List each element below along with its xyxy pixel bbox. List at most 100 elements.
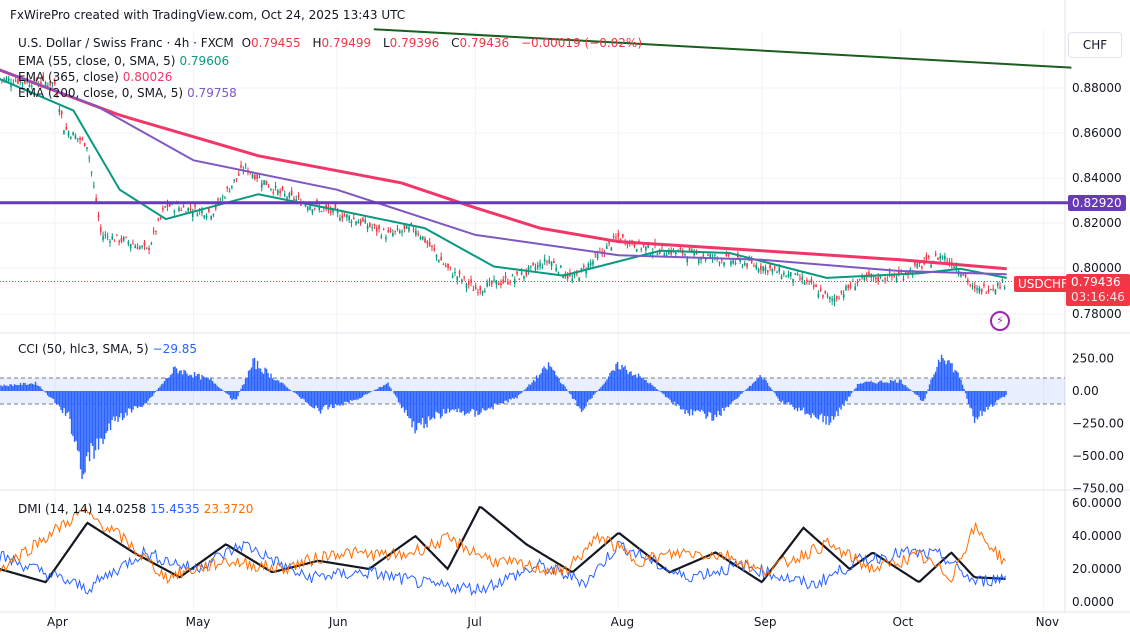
candle-body [925,255,928,259]
candle-body [612,236,615,238]
ema-365-close--line[interactable] [0,68,1007,271]
candle-body [976,288,978,290]
candle-body [532,262,534,266]
candle-body [718,261,721,264]
candle-body [927,255,930,258]
candle-body [527,267,530,271]
candle-body [856,282,859,284]
ema55-legend[interactable]: EMA (55, close, 0, SMA, 5) 0.79606 [18,54,233,68]
candle-body [231,185,233,188]
candle-body [686,257,689,263]
candle-body [456,276,459,281]
candle-body [707,254,709,256]
candle-body [766,270,769,273]
candle-body [359,220,362,225]
candle-body [504,275,507,279]
dmi-legend[interactable]: DMI (14, 14) 14.0258 15.4535 23.3720 [18,502,257,516]
last-price: 0.79436 [1071,275,1121,289]
candle-body [7,78,10,82]
candle-body [65,126,68,130]
candle-body [72,132,74,136]
candle-body [511,275,514,277]
candle-body [1001,279,1004,282]
candle-body [930,264,932,268]
ema365-legend[interactable]: EMA (365, close) 0.80026 [18,70,176,84]
candle-body [566,274,569,279]
candle-body [978,287,981,292]
candle-body [495,280,498,285]
candle-body [881,280,884,282]
candle-body [755,265,758,269]
candle-body [983,283,985,287]
candle-body [969,284,971,286]
candle-body [40,82,42,85]
candle-body [964,272,967,277]
ema-200-close-0-sma-5--line[interactable] [0,69,1007,276]
ema200-legend[interactable]: EMA (200, close, 0, SMA, 5) 0.79758 [18,86,241,100]
symbol-name[interactable]: U.S. Dollar / Swiss Franc · 4h · FXCM [18,36,234,50]
currency-button[interactable]: CHF [1068,32,1122,58]
ema-55-close-0-sma-5--line[interactable] [0,78,1007,279]
candle-body [886,280,889,282]
candle-body [640,248,643,250]
candle-body [934,253,937,256]
candle-body [723,262,725,266]
candle-body [658,251,661,254]
candle-body [794,273,797,275]
candle-body [433,248,436,251]
price-tick: 0.80000 [1072,261,1122,275]
candle-body [258,176,261,178]
bar-countdown: 03:16:46 [1071,290,1125,304]
candle-body [868,272,870,276]
candle-body [582,265,585,268]
candle-body [771,268,774,273]
dmi-tick: 60.0000 [1072,496,1122,510]
candle-body [617,233,620,238]
ema365-label: EMA (365, close) [18,70,119,84]
candle-body [143,241,146,246]
header-attribution: FxWirePro created with TradingView.com, … [10,8,406,22]
candle-body [162,207,164,210]
candle-body [585,270,587,274]
candle-body [470,279,472,283]
candle-body [477,292,479,294]
candle-body [757,268,760,273]
candle-body [28,84,31,88]
time-tick: Aug [611,615,634,629]
candle-body [472,289,475,291]
candle-body [205,215,208,218]
candle-body [748,259,751,261]
candle-body [295,199,298,201]
candle-body [803,281,806,285]
low-label: L [382,36,390,50]
candle-body [191,212,194,217]
candle-body [509,282,511,284]
candle-body [187,207,189,212]
candle-body [973,285,976,289]
ema200-value: 0.79758 [187,86,237,100]
candle-body [387,230,390,233]
candle-body [877,277,879,282]
candle-body [17,79,19,84]
cci-legend[interactable]: CCI (50, hlc3, SMA, 5) −29.85 [18,342,201,356]
candle-body [419,236,422,240]
candle-body [730,261,732,265]
lightning-icon[interactable]: ⚡ [990,311,1010,331]
candle-body [79,137,81,140]
trendline-line[interactable] [373,28,1072,69]
candle-body [325,204,327,209]
candle-body [99,227,102,232]
candle-body [346,214,348,218]
candle-body [697,259,700,264]
candle-body [97,215,100,218]
candle-body [884,278,886,280]
candle-body [702,254,705,257]
time-tick: Jun [328,615,348,629]
candle-body [233,179,235,182]
high-label: H [312,36,322,50]
change-value: −0.00019 (−0.02%) [520,36,642,50]
candle-body [201,209,203,214]
candle-body [1003,287,1006,289]
candle-body [373,224,376,226]
